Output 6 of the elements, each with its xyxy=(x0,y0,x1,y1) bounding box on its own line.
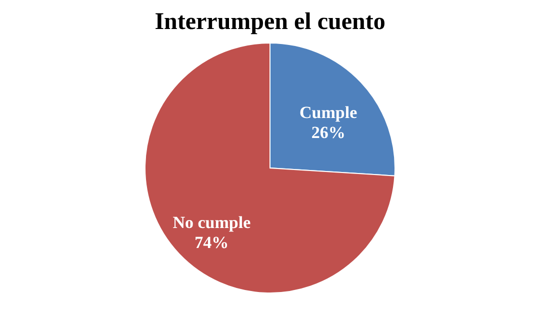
slice-label: Cumple xyxy=(300,103,358,122)
pie-slice xyxy=(144,42,396,294)
chart-title: Interrumpen el cuento xyxy=(154,9,386,35)
data-label: 26% xyxy=(311,123,346,142)
data-label: 74% xyxy=(194,232,229,252)
slice-label: No cumple xyxy=(172,212,252,232)
